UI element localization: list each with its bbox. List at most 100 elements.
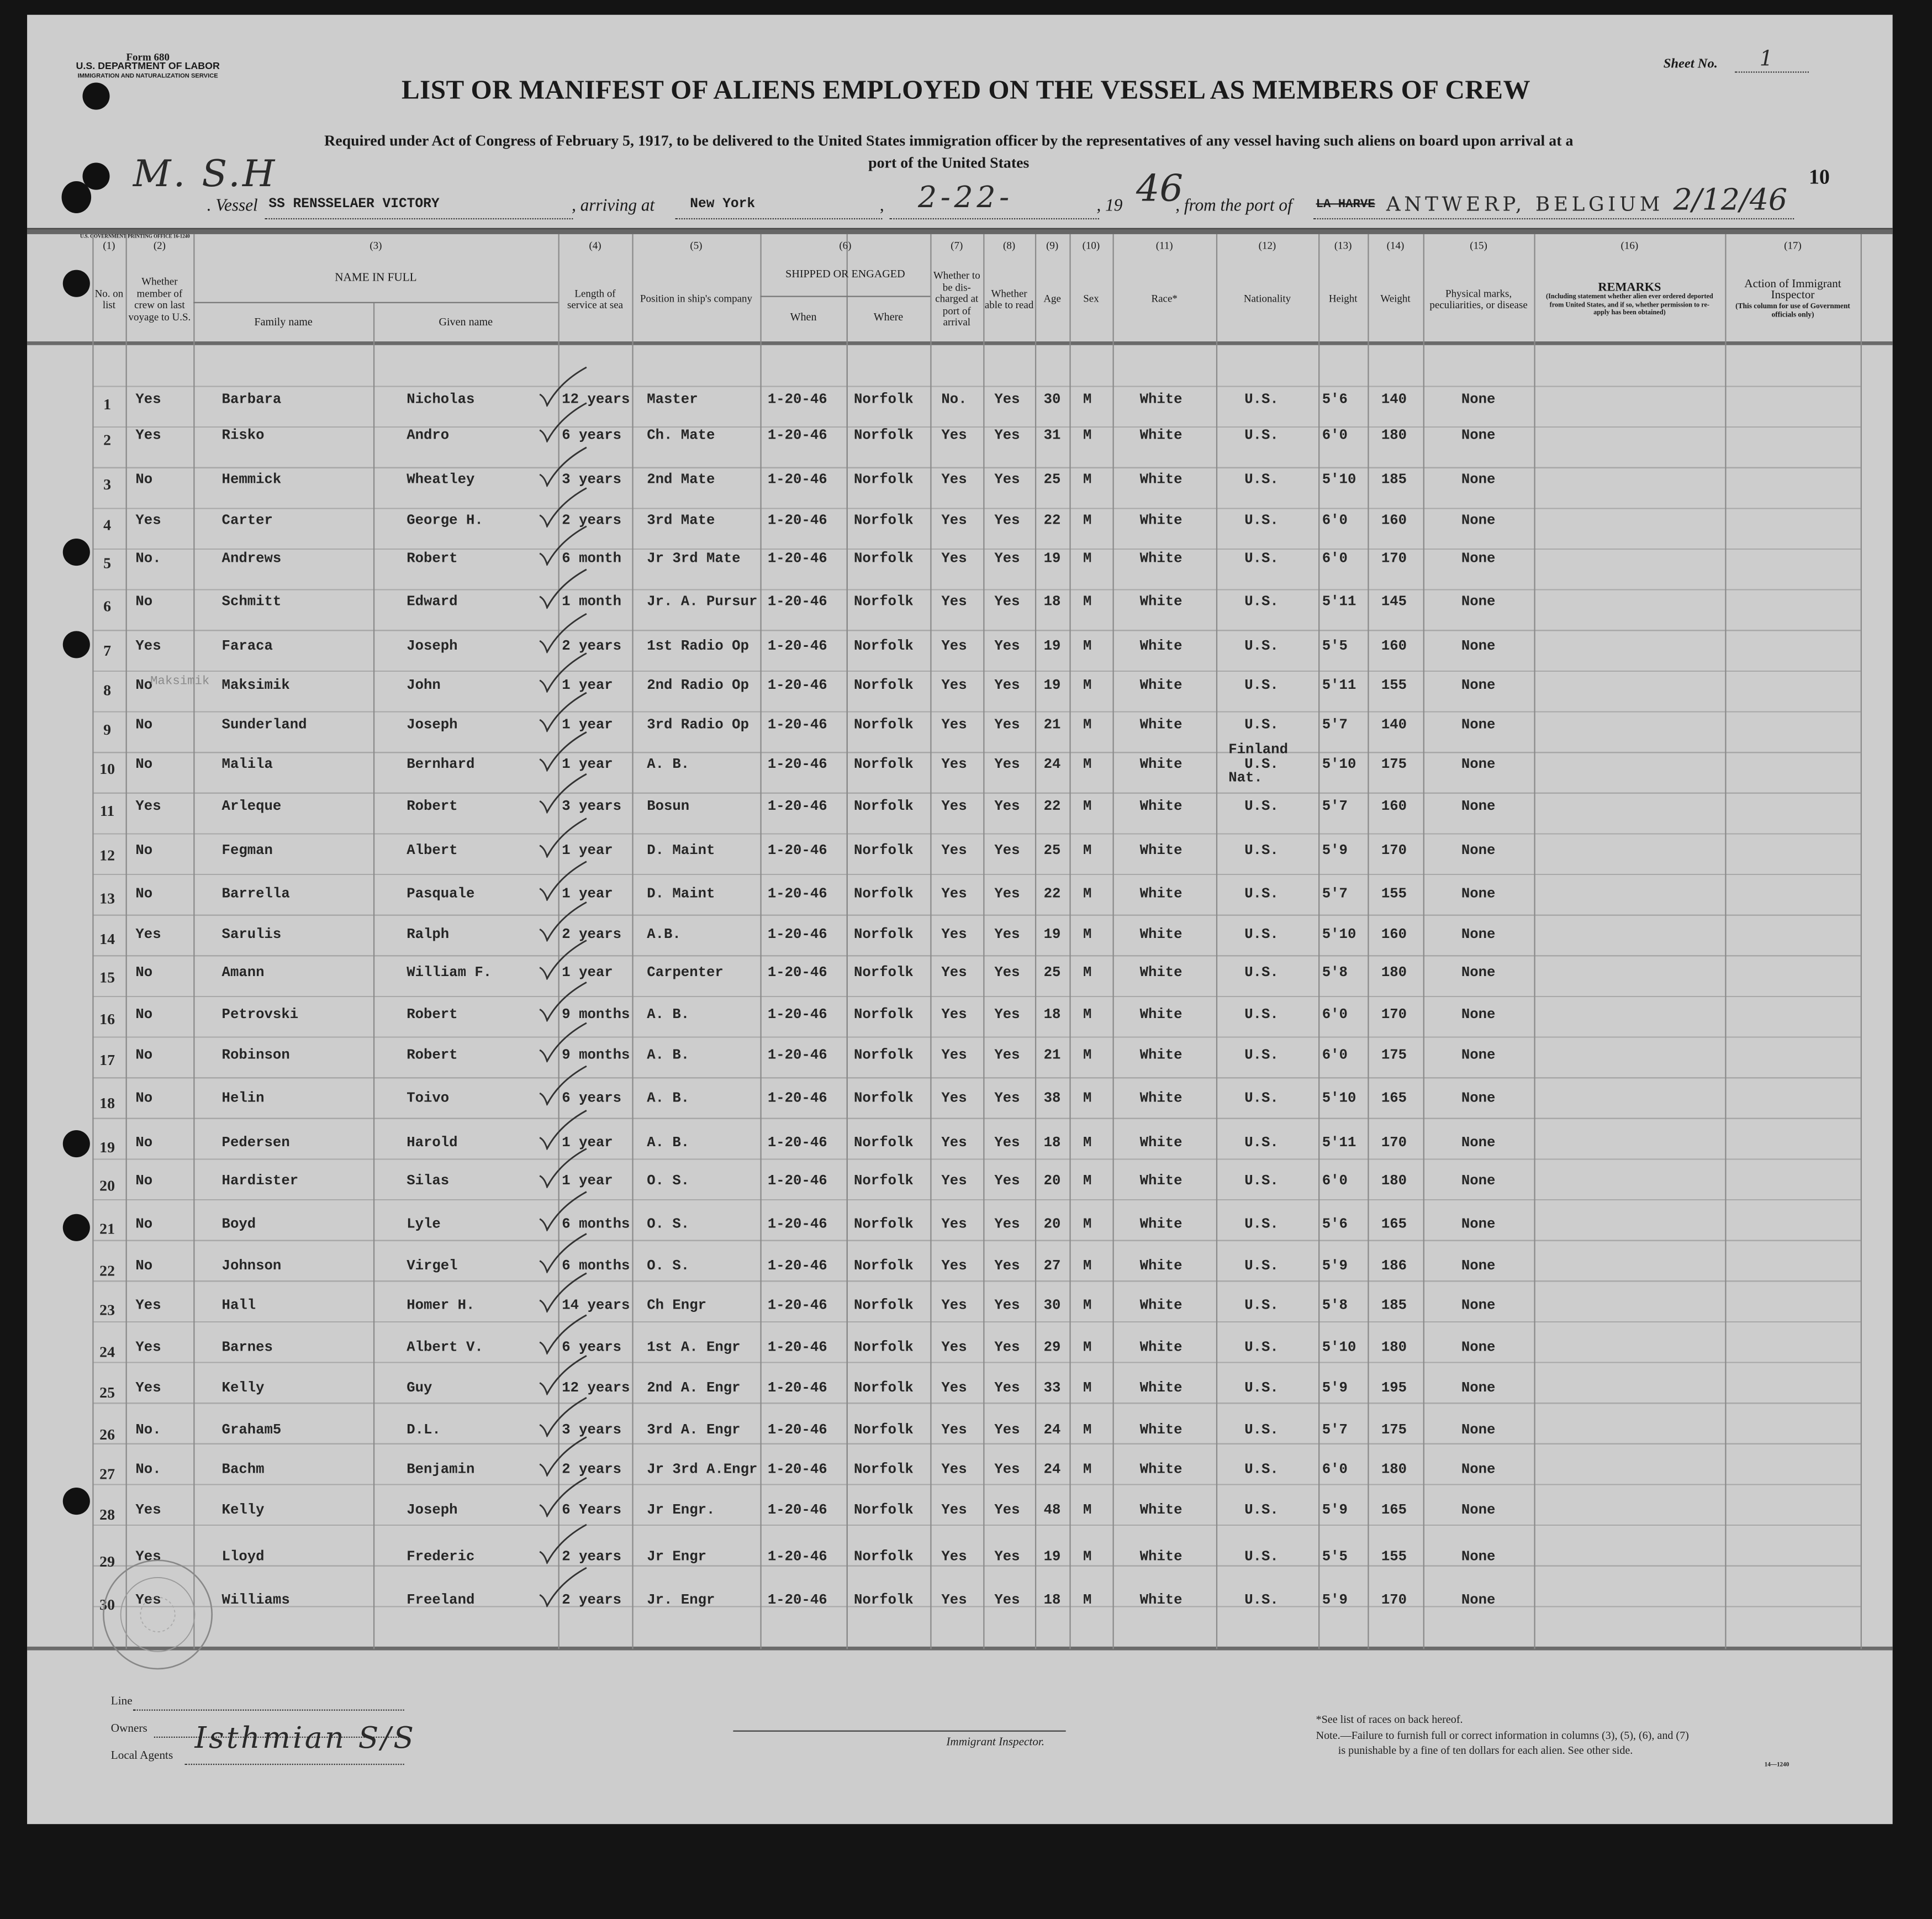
- family-name: Robinson: [221, 1047, 290, 1064]
- to-be-discharged: Yes: [941, 594, 967, 610]
- height: 5'10: [1322, 756, 1356, 773]
- col-number: (15): [1470, 239, 1487, 252]
- header-col-4: (4) Length of service at sea: [558, 234, 632, 342]
- given-name: Wheatley: [407, 472, 475, 488]
- nationality: U.S.: [1244, 678, 1279, 694]
- position: 2nd Radio Op: [647, 678, 749, 694]
- nationality: U.S.: [1244, 1592, 1279, 1609]
- length-of-service: 1 year: [562, 678, 613, 694]
- checkmark-icon: [539, 1272, 587, 1313]
- column-line: [1423, 234, 1424, 1649]
- col-note: (Including statement whether alien ever …: [1546, 293, 1713, 317]
- table-row: 1 Yes Barbara Nicholas 12 years Master 1-20-46…: [0, 366, 1932, 417]
- given-name: Virgel: [407, 1258, 458, 1275]
- nationality: U.S.: [1244, 428, 1279, 444]
- given-name: Joseph: [407, 1502, 458, 1519]
- able-to-read: Yes: [994, 1462, 1020, 1478]
- checkmark-icon: [539, 1110, 587, 1150]
- weight: 175: [1381, 1422, 1407, 1438]
- physical-marks: None: [1461, 1298, 1496, 1314]
- crew-on-last-voyage: No.: [135, 551, 161, 567]
- position: 1st Radio Op: [647, 638, 749, 655]
- length-of-service: 3 years: [562, 798, 622, 815]
- family-name: Hardister: [221, 1173, 299, 1190]
- agent-signature: Isthmian S/S: [194, 1720, 416, 1755]
- weight: 155: [1381, 1549, 1407, 1565]
- col-label: Length of service at sea: [567, 286, 624, 311]
- height: 6'0: [1322, 551, 1348, 567]
- shipped-when: 1-20-46: [767, 798, 827, 815]
- nationality-note: Nat.: [1228, 770, 1263, 787]
- race: White: [1139, 1340, 1183, 1356]
- table-row: 10 No Malila Bernhard 1 year A. B. 1-20-46 Norf…: [0, 731, 1932, 787]
- row-number: 21: [99, 1220, 115, 1238]
- given-name: Albert V.: [407, 1340, 483, 1356]
- nationality-original: Finland: [1228, 742, 1288, 758]
- sex: M: [1083, 1462, 1092, 1478]
- col-label: Physical marks, peculiarities, or diseas…: [1429, 286, 1528, 311]
- race: White: [1139, 1216, 1183, 1233]
- punch-hole: [62, 631, 90, 658]
- shipped-where: Norfolk: [854, 1592, 914, 1609]
- to-be-discharged: Yes: [941, 1549, 967, 1565]
- family-name: Hemmick: [221, 472, 282, 488]
- shipped-when: 1-20-46: [767, 1173, 827, 1190]
- to-be-discharged: Yes: [941, 717, 967, 734]
- nationality: U.S.: [1244, 965, 1279, 982]
- able-to-read: Yes: [994, 843, 1020, 860]
- table-row: 19 No Pedersen Harold 1 year A. B. 1-20-46 Norf…: [0, 1110, 1932, 1160]
- weight: 155: [1381, 886, 1407, 903]
- race: White: [1139, 1298, 1183, 1314]
- to-be-discharged: Yes: [941, 1047, 967, 1064]
- nationality: U.S.: [1244, 1422, 1279, 1438]
- checkmark-icon: [539, 446, 587, 487]
- weight: 175: [1381, 756, 1407, 773]
- nationality: U.S.: [1244, 843, 1279, 860]
- crew-on-last-voyage: No: [135, 1258, 153, 1275]
- sex: M: [1083, 717, 1092, 734]
- nationality: U.S.: [1244, 1462, 1279, 1478]
- given-name: Nicholas: [407, 392, 475, 408]
- shipped-where: Norfolk: [854, 886, 914, 903]
- col-number: (8): [1003, 239, 1016, 252]
- able-to-read: Yes: [994, 472, 1020, 488]
- nationality: U.S.: [1244, 1090, 1279, 1107]
- arriving-label: , arriving at: [572, 197, 655, 216]
- race: White: [1139, 1592, 1183, 1609]
- checkmark-icon: [539, 981, 587, 1022]
- to-be-discharged: Yes: [941, 926, 967, 943]
- able-to-read: Yes: [994, 1258, 1020, 1275]
- row-number: 18: [99, 1094, 115, 1112]
- able-to-read: Yes: [994, 717, 1020, 734]
- nationality: U.S.: [1244, 886, 1279, 903]
- crew-on-last-voyage: Yes: [135, 798, 161, 815]
- col-number: (1): [103, 239, 115, 252]
- from-port-label: , from the port of: [1175, 197, 1292, 216]
- struck-port: LA HARVE: [1316, 198, 1375, 212]
- weight: 180: [1381, 965, 1407, 982]
- nationality: U.S.: [1244, 551, 1279, 567]
- weight: 140: [1381, 717, 1407, 734]
- row-number: 20: [99, 1177, 115, 1195]
- crew-on-last-voyage: Yes: [135, 428, 161, 444]
- vessel-label: . Vessel: [207, 197, 258, 216]
- race: White: [1139, 1422, 1183, 1438]
- family-name: Carter: [221, 513, 273, 529]
- length-of-service: 6 years: [562, 1340, 622, 1356]
- row-number: 12: [99, 846, 115, 864]
- to-be-discharged: Yes: [941, 1298, 967, 1314]
- crew-on-last-voyage: Yes: [135, 926, 161, 943]
- crew-on-last-voyage: No: [135, 1135, 153, 1151]
- shipped-when: 1-20-46: [767, 1592, 827, 1609]
- position: 3rd Radio Op: [647, 717, 749, 734]
- line-label: Line: [110, 1696, 133, 1709]
- to-be-discharged: Yes: [941, 886, 967, 903]
- row-number: 30: [99, 1596, 115, 1614]
- age: 22: [1043, 886, 1061, 903]
- position: A. B.: [647, 1006, 690, 1023]
- age: 48: [1043, 1502, 1061, 1519]
- able-to-read: Yes: [994, 1340, 1020, 1356]
- shipped-when: 1-20-46: [767, 965, 827, 982]
- sex: M: [1083, 1090, 1092, 1107]
